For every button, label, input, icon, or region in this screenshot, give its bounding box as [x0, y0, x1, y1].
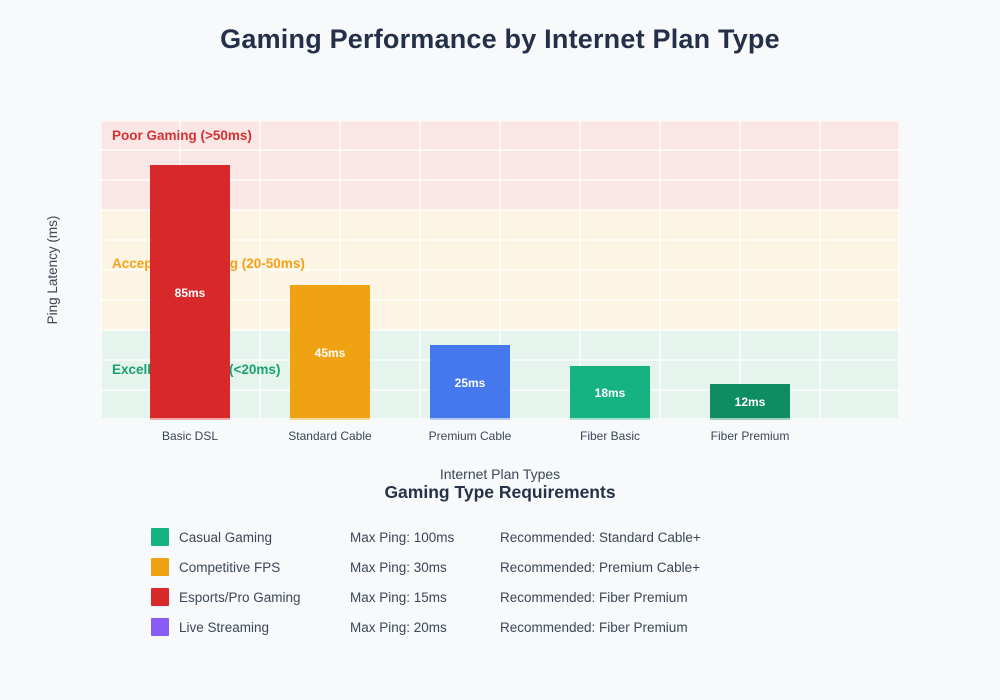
y-axis-label: Ping Latency (ms) — [45, 215, 60, 325]
legend-max-ping: Max Ping: 30ms — [350, 559, 447, 575]
x-axis-ticks: Basic DSL Standard Cable Premium Cable Fibe… — [100, 429, 900, 445]
plot-area: Poor Gaming (>50ms)Acceptable Gaming (20… — [100, 120, 900, 420]
legend-name: Casual Gaming — [179, 529, 273, 545]
x-tick-label: Standard Cable — [288, 429, 372, 443]
legend-swatch — [151, 558, 169, 576]
legend-recommended: Recommended: Fiber Premium — [500, 589, 688, 605]
bar: 85ms — [150, 165, 230, 420]
x-tick-label: Basic DSL — [161, 429, 219, 443]
legend-recommended: Recommended: Fiber Premium — [500, 619, 688, 635]
legend-max-ping: Max Ping: 100ms — [350, 529, 455, 545]
bar: 45ms — [290, 285, 370, 420]
legend-row: Competitive FPS Max Ping: 30ms Recommended… — [151, 552, 851, 582]
bar-value-label: 18ms — [594, 386, 626, 400]
legend-row: Live Streaming Max Ping: 20ms Recommended:… — [151, 612, 851, 642]
legend-name: Esports/Pro Gaming — [179, 589, 301, 605]
bar-value-label: 45ms — [314, 345, 346, 360]
legend-recommended: Recommended: Standard Cable+ — [500, 529, 701, 545]
x-tick-label: Fiber Premium — [710, 429, 790, 443]
bar: 18ms — [570, 366, 650, 420]
bar: 12ms — [710, 384, 790, 420]
legend-name: Live Streaming — [179, 619, 270, 635]
legend-recommended: Recommended: Premium Cable+ — [500, 559, 700, 575]
legend-row: Esports/Pro Gaming Max Ping: 15ms Recommen… — [151, 582, 851, 612]
bar-value-label: 12ms — [734, 395, 766, 409]
zone-label: Poor Gaming (>50ms) — [112, 128, 252, 143]
legend-row: Casual Gaming Max Ping: 100ms Recommended:… — [151, 522, 851, 552]
legend-title: Gaming Type Requirements — [384, 482, 616, 502]
legend-max-ping: Max Ping: 20ms — [350, 619, 447, 635]
x-tick-label: Premium Cable — [428, 429, 512, 443]
bars-layer: 85ms 45ms 25ms 18ms 12ms — [100, 120, 900, 420]
legend-swatch — [151, 588, 169, 606]
legend-max-ping: Max Ping: 15ms — [350, 589, 447, 605]
x-axis-title: Internet Plan Types — [439, 466, 561, 482]
bar: 25ms — [430, 345, 510, 420]
legend-swatch — [151, 618, 169, 636]
legend-rows: Casual Gaming Max Ping: 100ms Recommended:… — [151, 522, 851, 642]
legend-name: Competitive FPS — [179, 559, 281, 575]
chart-title: Gaming Performance by Internet Plan Type — [220, 24, 780, 54]
x-tick-label: Fiber Basic — [579, 429, 641, 443]
bar-value-label: 85ms — [174, 285, 206, 300]
legend-swatch — [151, 528, 169, 546]
bar-value-label: 25ms — [454, 375, 486, 390]
